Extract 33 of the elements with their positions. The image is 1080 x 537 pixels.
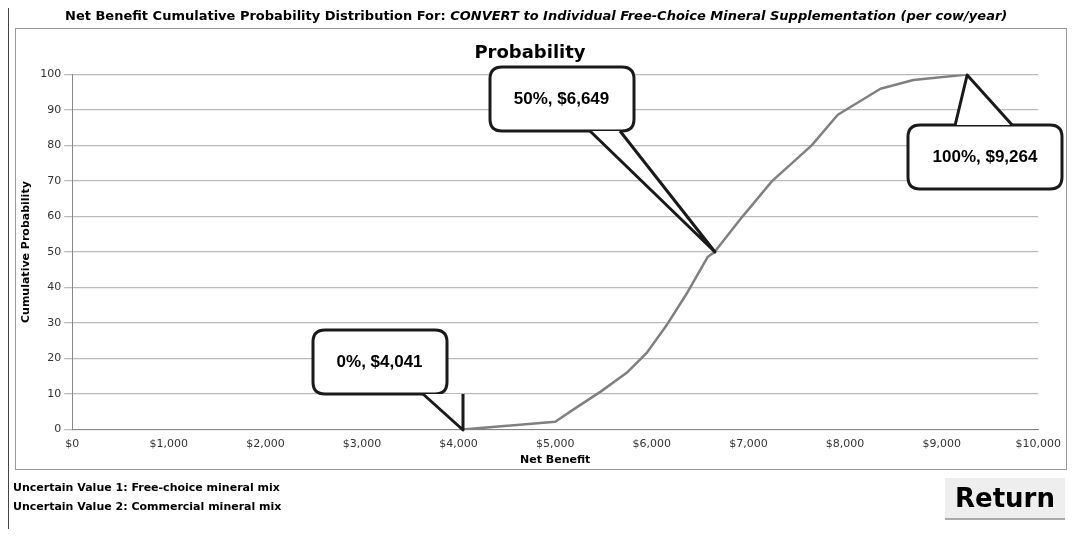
y-tick-label: 20 [47, 351, 62, 365]
text: Uncertain Value 1: Free-choice mineral mix [13, 481, 280, 494]
chart-subtitle: Probability [474, 41, 586, 63]
x-tick-label: $1,000 [149, 437, 189, 451]
y-tick-label: 80 [47, 138, 62, 152]
x-tick-label: $5,000 [535, 437, 575, 451]
y-tick-label: 100 [40, 67, 62, 81]
annotation: 0%, $4,041 [312, 329, 447, 394]
speech-bubble: 50%, $6,649 [486, 64, 718, 256]
y-tick-label: 60 [47, 209, 62, 223]
annotation: 50%, $6,649 [489, 67, 634, 132]
y-axis-title: Cumulative Probability [19, 181, 33, 324]
chart-title: Net Benefit Cumulative Probability Distribution For: CONVERT to Individual Free-Choice Mineral Supplementation (per cow/year) [64, 8, 1009, 25]
x-tick-label: $7,000 [729, 437, 768, 451]
x-axis-title: Net Benefit [520, 453, 591, 467]
x-tick-label: $10,000 [1015, 437, 1062, 451]
x-tick-label: $9,000 [922, 437, 961, 451]
text: Uncertain Value 2: Commercial mineral mix [13, 500, 282, 513]
y-tick-label: 30 [47, 315, 62, 329]
return-button: Return [945, 478, 1065, 520]
x-tick-label: $2,000 [246, 437, 285, 451]
x-tick-label: $3,000 [342, 437, 382, 451]
x-tick-label: $4,000 [439, 437, 478, 451]
x-tick-label: $0 [65, 437, 80, 451]
y-tick-label: 0 [54, 422, 62, 436]
x-tick-label: $8,000 [825, 437, 865, 451]
y-tick-label: 90 [47, 102, 62, 116]
x-tick-label: $6,000 [632, 437, 672, 451]
y-tick-label: 50 [47, 244, 62, 258]
annotation: 100%, $9,264 [908, 124, 1062, 189]
y-tick-label: 70 [47, 173, 62, 187]
y-tick-label: 10 [47, 386, 62, 400]
y-tick-label: 40 [47, 280, 62, 294]
